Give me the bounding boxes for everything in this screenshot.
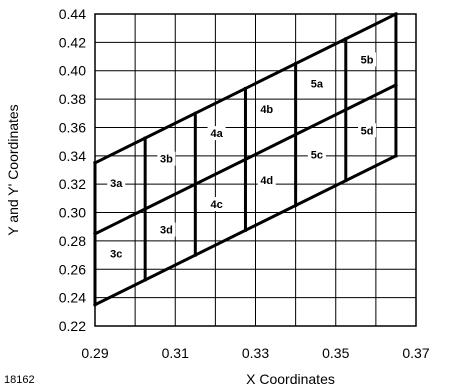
region-label-3c: 3c bbox=[110, 249, 122, 261]
region-labels: 3a 3b 3c 3d 4a 4b 4c 4d 5a 5b 5c 5d bbox=[107, 52, 377, 261]
region-label-bg-3b bbox=[157, 151, 176, 166]
x-tick-labels: 0.29 0.31 0.33 0.35 0.37 bbox=[81, 345, 429, 361]
region-label-bg-4a bbox=[207, 126, 226, 141]
region-label-5a: 5a bbox=[311, 78, 324, 90]
region-label-bg-4c bbox=[207, 197, 226, 212]
region-label-bg-3c bbox=[107, 246, 126, 261]
y-tick-labels: 0.22 0.24 0.26 0.28 0.30 0.32 0.34 0.36 0.38 0.40… bbox=[59, 6, 86, 334]
x-axis-label: X Coordinates bbox=[246, 371, 335, 387]
x-tick-label-3: 0.35 bbox=[322, 345, 349, 361]
region-label-5b: 5b bbox=[361, 54, 374, 66]
y-tick-label-0: 0.22 bbox=[59, 318, 86, 334]
y-axis-label: Y and Y' Coordinates bbox=[5, 104, 21, 235]
bin-boundaries bbox=[92, 11, 398, 307]
y-tick-label-10: 0.42 bbox=[59, 34, 86, 50]
region-label-5c: 5c bbox=[311, 149, 323, 161]
y-tick-label-2: 0.26 bbox=[59, 261, 86, 277]
region-label-4c: 4c bbox=[210, 199, 222, 211]
region-label-5d: 5d bbox=[361, 125, 374, 137]
region-label-bg-5d bbox=[358, 123, 377, 138]
region-label-bg-5b bbox=[358, 52, 377, 67]
region-label-bg-5a bbox=[307, 76, 326, 91]
y-tick-label-1: 0.24 bbox=[59, 290, 86, 306]
region-label-3d: 3d bbox=[160, 225, 173, 237]
region-label-bg-5c bbox=[307, 147, 326, 162]
region-label-bg-3a bbox=[107, 175, 126, 190]
y-tick-label-5: 0.32 bbox=[59, 176, 86, 192]
y-tick-label-7: 0.36 bbox=[59, 119, 86, 135]
x-tick-label-2: 0.33 bbox=[242, 345, 269, 361]
region-label-3b: 3b bbox=[160, 154, 173, 166]
y-tick-label-11: 0.44 bbox=[59, 6, 86, 22]
region-label-4a: 4a bbox=[210, 128, 223, 140]
y-tick-label-9: 0.40 bbox=[59, 63, 86, 79]
y-tick-label-8: 0.38 bbox=[59, 91, 86, 107]
x-tick-label-1: 0.31 bbox=[162, 345, 189, 361]
region-label-bg-4d bbox=[257, 172, 276, 187]
region-label-bg-3d bbox=[157, 222, 176, 237]
plot-frame bbox=[94, 13, 417, 327]
region-label-3a: 3a bbox=[110, 178, 123, 190]
region-label-bg-4b bbox=[257, 102, 276, 117]
figure-number: 18162 bbox=[4, 374, 35, 386]
region-label-4d: 4d bbox=[260, 175, 273, 187]
region-label-4b: 4b bbox=[260, 104, 273, 116]
x-tick-label-0: 0.29 bbox=[81, 345, 108, 361]
x-tick-label-4: 0.37 bbox=[402, 345, 429, 361]
y-tick-label-6: 0.34 bbox=[59, 148, 86, 164]
y-tick-label-3: 0.28 bbox=[59, 233, 86, 249]
y-tick-label-4: 0.30 bbox=[59, 205, 86, 221]
